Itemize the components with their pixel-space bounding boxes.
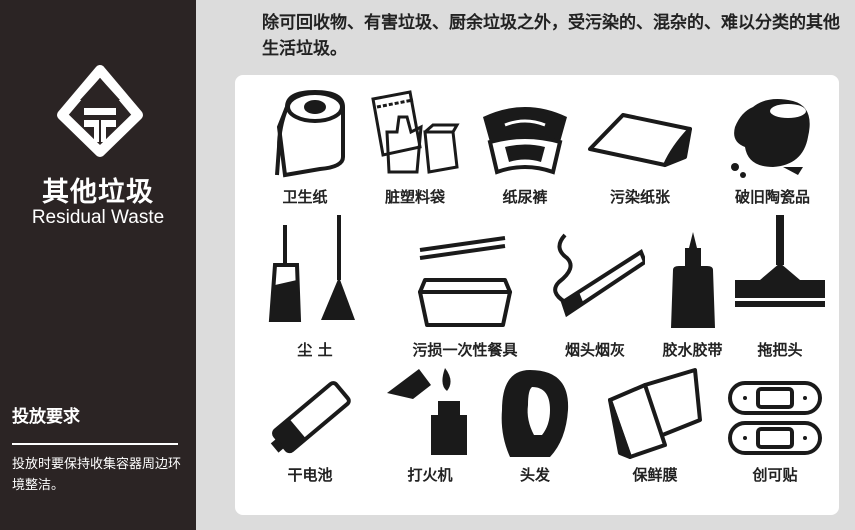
requirements-text: 投放时要保持收集容器周边环境整洁。	[12, 457, 182, 493]
item-label: 头发	[519, 466, 550, 484]
broken-ceramic-icon	[730, 99, 810, 178]
lighter-icon	[386, 368, 467, 455]
divider	[12, 443, 178, 445]
item-label: 创可贴	[752, 466, 798, 484]
item-label: 污染纸张	[609, 188, 670, 206]
item-label: 尘 土	[297, 341, 333, 359]
category-title-cn: 其他垃圾	[42, 177, 154, 208]
item-diaper: 纸尿裤	[470, 87, 580, 207]
residual-waste-logo-icon	[57, 65, 143, 157]
cigarette-icon	[553, 233, 645, 318]
item-label: 烟头烟灰	[564, 341, 625, 359]
item-toilet-paper: 卫生纸	[250, 87, 360, 207]
item-dust: 尘 土	[250, 215, 380, 360]
toilet-paper-icon	[275, 89, 345, 178]
item-mop: 拖把头	[730, 215, 830, 360]
item-tableware: 污损一次性餐具	[390, 230, 540, 360]
item-label: 胶水胶带	[662, 341, 723, 359]
cling-film-icon	[608, 368, 702, 459]
item-battery: 干电池	[250, 375, 370, 485]
item-cling-film: 保鲜膜	[590, 365, 720, 485]
items-panel: 卫生纸 脏塑料袋 纸尿裤	[235, 75, 839, 515]
item-label: 干电池	[287, 466, 333, 484]
category-description: 除可回收物、有害垃圾、厨余垃圾之外，受污染的、混杂的、难以分类的其他生活垃圾。	[262, 13, 840, 59]
item-cigarette: 烟头烟灰	[540, 230, 650, 360]
disposable-tableware-icon	[418, 236, 512, 327]
item-bandage: 创可贴	[715, 375, 835, 485]
item-glue: 胶水胶带	[650, 230, 735, 360]
item-label: 脏塑料袋	[384, 188, 445, 206]
bandage-icon	[728, 381, 822, 455]
plastic-bag-icon	[371, 90, 460, 174]
dustpan-broom-icon	[268, 215, 355, 322]
item-paper: 污染纸张	[580, 87, 700, 207]
item-label: 拖把头	[757, 341, 803, 359]
mop-icon	[735, 215, 825, 307]
item-label: 卫生纸	[282, 188, 328, 206]
item-label: 污损一次性餐具	[412, 341, 518, 359]
item-label: 破旧陶瓷品	[734, 188, 810, 206]
glue-icon	[670, 232, 715, 328]
sidebar: 其他垃圾 Residual Waste 投放要求 投放时要保持收集容器周边环境整…	[0, 0, 196, 530]
hair-icon	[501, 370, 569, 457]
item-label: 打火机	[407, 466, 453, 484]
category-title-en: Residual Waste	[31, 207, 165, 228]
diaper-icon	[483, 107, 567, 175]
item-hair: 头发	[480, 365, 590, 485]
battery-icon	[270, 381, 351, 454]
paper-icon	[588, 113, 692, 167]
requirements-heading: 投放要求	[12, 407, 80, 427]
item-label: 保鲜膜	[632, 466, 678, 484]
item-broken-ceramic: 破旧陶瓷品	[710, 87, 835, 207]
item-plastic-bag: 脏塑料袋	[360, 87, 470, 207]
item-label: 纸尿裤	[502, 188, 548, 206]
item-lighter: 打火机	[370, 363, 490, 485]
